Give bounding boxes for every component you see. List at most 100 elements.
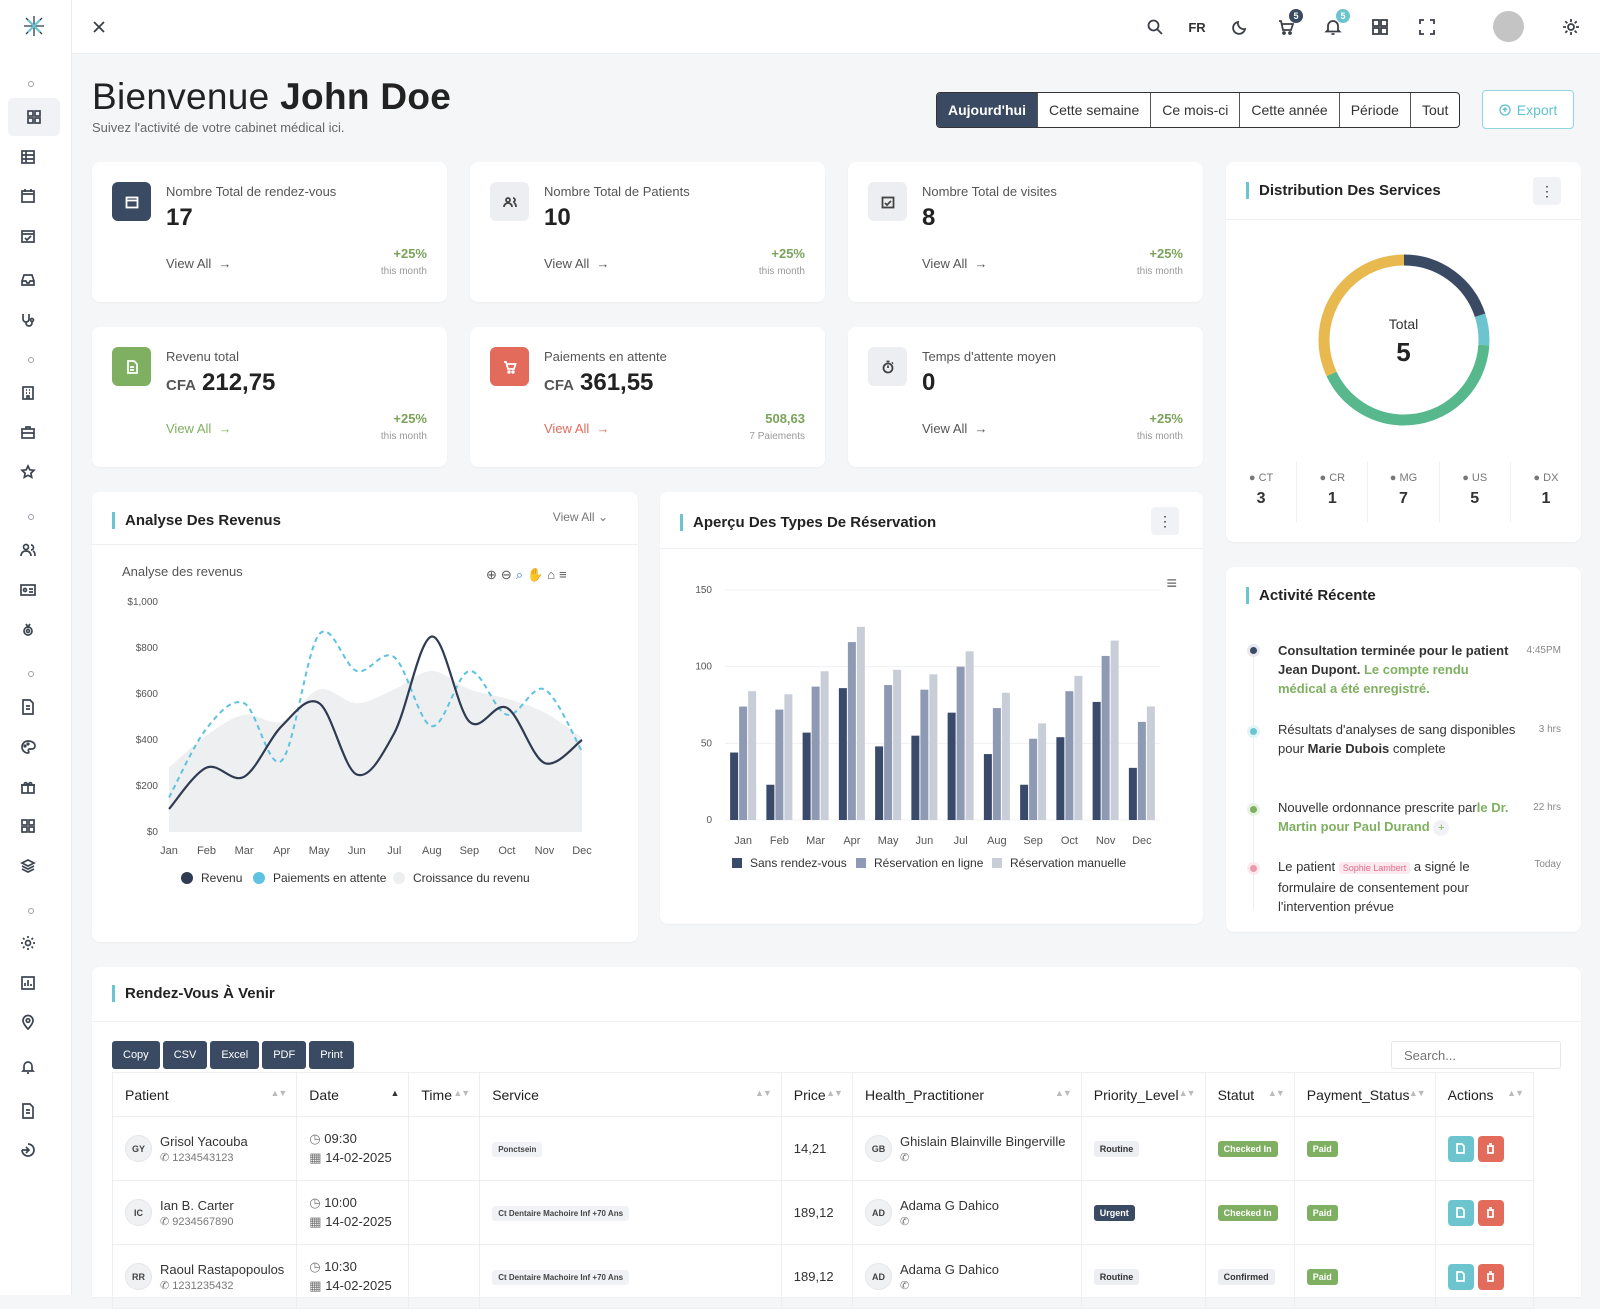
patient-name[interactable]: Raoul Rastapopoulos	[160, 1261, 285, 1277]
legend-marker	[253, 872, 265, 884]
sidebar-item-inbox[interactable]	[18, 270, 38, 290]
avatar[interactable]	[1493, 11, 1524, 42]
edit-button[interactable]	[1447, 1263, 1474, 1290]
more-options-button[interactable]: ⋮	[1533, 177, 1561, 205]
bar	[784, 694, 793, 820]
sidebar-item-table[interactable]	[18, 147, 38, 167]
notifications-button[interactable]: 5	[1322, 9, 1350, 38]
pan-icon[interactable]: ✋	[527, 567, 544, 582]
col-status[interactable]: Statut ▲▼	[1204, 1072, 1295, 1117]
home-icon[interactable]: ⌂	[547, 567, 556, 582]
col-date[interactable]: Date ▲	[296, 1072, 410, 1117]
sidebar-item-file[interactable]	[18, 1101, 38, 1121]
bar	[1074, 675, 1083, 820]
print-button[interactable]: Print	[309, 1041, 354, 1069]
more-options-button[interactable]: ⋮	[1151, 507, 1179, 535]
view-all-link[interactable]: View All →	[922, 256, 988, 271]
export-button[interactable]: Export	[1482, 90, 1574, 129]
pdf-button[interactable]: PDF	[262, 1041, 307, 1069]
period-all[interactable]: Tout	[1421, 102, 1449, 118]
sidebar-item-logout[interactable]	[18, 1140, 38, 1160]
settings-button[interactable]	[1560, 16, 1582, 38]
cart-button[interactable]: 5	[1275, 9, 1303, 38]
sidebar-item-apps[interactable]	[18, 816, 38, 836]
search-input[interactable]	[1391, 1041, 1561, 1069]
logo-icon[interactable]	[22, 14, 46, 38]
search-button[interactable]	[1144, 16, 1166, 38]
revenue-view-all-link[interactable]: View All ⌄	[552, 510, 608, 524]
sidebar-item-id-card[interactable]	[18, 580, 38, 600]
sidebar-item-settings[interactable]	[18, 933, 38, 953]
col-payment[interactable]: Payment_Status ▲▼	[1293, 1072, 1436, 1117]
col-priority[interactable]: Priority_Level ▲▼	[1080, 1072, 1206, 1117]
page-subtitle: Suivez l'activité de votre cabinet médic…	[92, 120, 345, 135]
col-practitioner[interactable]: Health_Practitioner ▲▼	[851, 1072, 1082, 1117]
sidebar-item-location[interactable]	[18, 1012, 38, 1032]
sidebar-item-dashboard[interactable]	[8, 98, 60, 136]
table-row[interactable]: IC Ian B. Carter ✆ 9234567890 ◷ 10:00 ▦ 14-0…	[111, 1180, 1535, 1245]
practitioner-name[interactable]: Ghislain Blainville Bingerville	[899, 1133, 1066, 1149]
practitioner-name[interactable]: Adama G Dahico	[899, 1261, 999, 1277]
practitioner-name[interactable]: Adama G Dahico	[899, 1197, 999, 1213]
stat-icon	[112, 347, 151, 386]
view-all-link[interactable]: View All →	[544, 421, 610, 436]
patient-name[interactable]: Grisol Yacouba	[160, 1133, 248, 1149]
sidebar-item-notifications[interactable]	[18, 1057, 38, 1077]
sidebar-item-calendar[interactable]	[18, 186, 38, 206]
period-week[interactable]: Cette semaine	[1038, 93, 1152, 127]
chart-menu-icon[interactable]: ≡	[1166, 573, 1177, 593]
period-month[interactable]: Ce mois-ci	[1151, 93, 1241, 127]
sidebar-item-document[interactable]	[18, 697, 38, 717]
sidebar-item-palette[interactable]	[18, 737, 38, 757]
sidebar-item-stethoscope[interactable]	[18, 310, 38, 330]
view-all-link[interactable]: View All →	[166, 421, 232, 436]
close-menu-button[interactable]	[88, 16, 110, 38]
sidebar-item-users[interactable]	[18, 540, 38, 560]
section-title: Analyse Des Revenus	[112, 512, 281, 529]
col-actions[interactable]: Actions ▲▼	[1434, 1072, 1535, 1117]
sidebar-item-award[interactable]	[18, 620, 38, 640]
sidebar-item-star[interactable]	[18, 462, 38, 482]
view-all-link[interactable]: View All →	[166, 256, 232, 271]
period-today[interactable]: Aujourd'hui	[937, 93, 1038, 127]
menu-icon[interactable]: ≡	[559, 567, 567, 582]
dark-mode-toggle[interactable]	[1229, 16, 1251, 38]
view-all-link[interactable]: View All →	[922, 421, 988, 436]
document-icon	[1456, 1271, 1466, 1282]
csv-button[interactable]: CSV	[162, 1041, 208, 1069]
apps-button[interactable]	[1369, 16, 1391, 38]
delete-button[interactable]	[1477, 1263, 1504, 1290]
view-all-link[interactable]: View All →	[544, 256, 610, 271]
cell-priority: Urgent	[1080, 1180, 1206, 1245]
period-custom[interactable]: Période	[1340, 93, 1411, 127]
copy-button[interactable]: Copy	[112, 1041, 160, 1069]
delete-button[interactable]	[1477, 1135, 1504, 1162]
table-row[interactable]: GY Grisol Yacouba ✆ 1234543123 ◷ 09:30 ▦ 14-…	[111, 1116, 1535, 1181]
patient-name[interactable]: Ian B. Carter	[160, 1197, 234, 1213]
excel-button[interactable]: Excel	[210, 1041, 260, 1069]
sidebar-item-briefcase[interactable]	[18, 422, 38, 442]
zoom-in-icon[interactable]: ⊕	[486, 567, 497, 582]
sidebar-item-layers[interactable]	[18, 856, 38, 876]
add-icon[interactable]: +	[1433, 820, 1450, 836]
sidebar-group-marker	[28, 514, 34, 520]
sidebar-item-calendar-check[interactable]	[18, 226, 38, 246]
selection-zoom-icon[interactable]: ⌕	[515, 567, 524, 582]
col-service[interactable]: Service ▲▼	[479, 1072, 782, 1117]
period-year[interactable]: Cette année	[1240, 93, 1340, 127]
language-switch[interactable]: FR	[1188, 19, 1206, 35]
zoom-out-icon[interactable]: ⊖	[500, 567, 512, 582]
col-price[interactable]: Price ▲▼	[780, 1072, 853, 1117]
sidebar-item-building[interactable]	[18, 383, 38, 403]
edit-button[interactable]	[1447, 1135, 1474, 1162]
sidebar-item-gift[interactable]	[18, 777, 38, 797]
edit-button[interactable]	[1447, 1199, 1474, 1226]
col-time[interactable]: Time ▲▼	[408, 1072, 481, 1117]
col-patient[interactable]: Patient ▲▼	[111, 1072, 298, 1117]
patient-tag[interactable]: Sophie Lambert	[1338, 862, 1411, 874]
sidebar-item-reports[interactable]	[18, 973, 38, 993]
x-tick-label: May	[309, 845, 330, 857]
delete-button[interactable]	[1477, 1199, 1504, 1226]
table-row[interactable]: RR Raoul Rastapopoulos ✆ 1231235432 ◷ 10:30…	[111, 1244, 1535, 1309]
fullscreen-button[interactable]	[1416, 16, 1438, 38]
